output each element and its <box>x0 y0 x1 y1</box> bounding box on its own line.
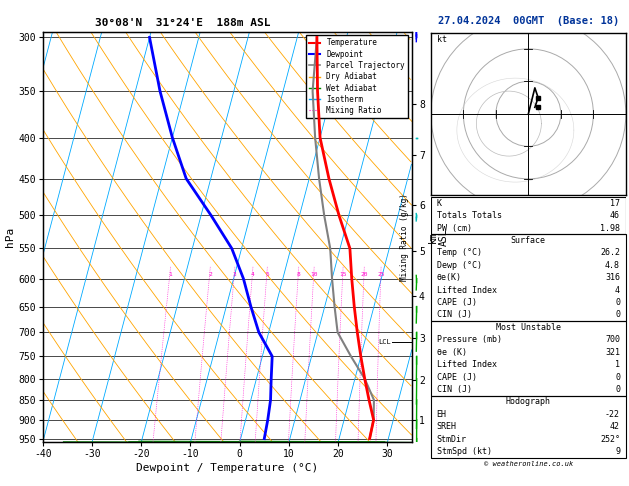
Text: Lifted Index: Lifted Index <box>437 286 497 295</box>
Text: 1: 1 <box>615 360 620 369</box>
Text: 15: 15 <box>339 272 347 277</box>
Text: Dewp (°C): Dewp (°C) <box>437 261 482 270</box>
Text: 26.2: 26.2 <box>600 248 620 258</box>
Text: CAPE (J): CAPE (J) <box>437 372 477 382</box>
Text: θe (K): θe (K) <box>437 347 467 357</box>
Text: 0: 0 <box>615 372 620 382</box>
Text: K: K <box>437 199 442 208</box>
Text: 27.04.2024  00GMT  (Base: 18): 27.04.2024 00GMT (Base: 18) <box>438 16 619 26</box>
Text: 4.8: 4.8 <box>605 261 620 270</box>
Text: LCL: LCL <box>379 339 391 345</box>
Text: © weatheronline.co.uk: © weatheronline.co.uk <box>484 461 573 467</box>
Text: 10: 10 <box>311 272 318 277</box>
Text: 8: 8 <box>297 272 301 277</box>
Text: 1.98: 1.98 <box>600 224 620 233</box>
Text: Temp (°C): Temp (°C) <box>437 248 482 258</box>
Text: kt: kt <box>437 35 447 44</box>
Text: 17: 17 <box>610 199 620 208</box>
Text: Hodograph: Hodograph <box>506 398 551 406</box>
Legend: Temperature, Dewpoint, Parcel Trajectory, Dry Adiabat, Wet Adiabat, Isotherm, Mi: Temperature, Dewpoint, Parcel Trajectory… <box>306 35 408 118</box>
X-axis label: Dewpoint / Temperature (°C): Dewpoint / Temperature (°C) <box>136 463 318 473</box>
Text: SREH: SREH <box>437 422 457 431</box>
Text: CIN (J): CIN (J) <box>437 385 472 394</box>
Text: PW (cm): PW (cm) <box>437 224 472 233</box>
Text: 0: 0 <box>615 298 620 307</box>
Text: 0: 0 <box>615 311 620 319</box>
Bar <box>431 197 626 234</box>
Text: 2: 2 <box>208 272 212 277</box>
Text: 1: 1 <box>169 272 172 277</box>
Text: 316: 316 <box>605 273 620 282</box>
Text: 252°: 252° <box>600 434 620 444</box>
Text: Totals Totals: Totals Totals <box>437 211 502 220</box>
Text: Lifted Index: Lifted Index <box>437 360 497 369</box>
Text: CIN (J): CIN (J) <box>437 311 472 319</box>
Text: -22: -22 <box>605 410 620 419</box>
Title: 30°08'N  31°24'E  188m ASL: 30°08'N 31°24'E 188m ASL <box>96 18 271 28</box>
Y-axis label: km
ASL: km ASL <box>428 228 449 246</box>
Text: 4: 4 <box>251 272 255 277</box>
Text: CAPE (J): CAPE (J) <box>437 298 477 307</box>
Bar <box>431 396 626 458</box>
Text: 25: 25 <box>377 272 385 277</box>
Text: EH: EH <box>437 410 447 419</box>
Text: Surface: Surface <box>511 236 546 245</box>
Text: 0: 0 <box>615 385 620 394</box>
Text: Mixing Ratio (g/kg): Mixing Ratio (g/kg) <box>400 193 409 281</box>
Text: 5: 5 <box>265 272 269 277</box>
Y-axis label: hPa: hPa <box>6 227 16 247</box>
Bar <box>431 321 626 396</box>
Text: 4: 4 <box>615 286 620 295</box>
Text: 9: 9 <box>615 447 620 456</box>
Text: 42: 42 <box>610 422 620 431</box>
Text: 46: 46 <box>610 211 620 220</box>
Text: θe(K): θe(K) <box>437 273 462 282</box>
Text: 321: 321 <box>605 347 620 357</box>
Text: 700: 700 <box>605 335 620 344</box>
Text: StmSpd (kt): StmSpd (kt) <box>437 447 492 456</box>
Text: 20: 20 <box>360 272 368 277</box>
Text: Pressure (mb): Pressure (mb) <box>437 335 502 344</box>
Bar <box>431 234 626 321</box>
Text: 3: 3 <box>233 272 237 277</box>
Text: Most Unstable: Most Unstable <box>496 323 561 332</box>
Text: StmDir: StmDir <box>437 434 467 444</box>
